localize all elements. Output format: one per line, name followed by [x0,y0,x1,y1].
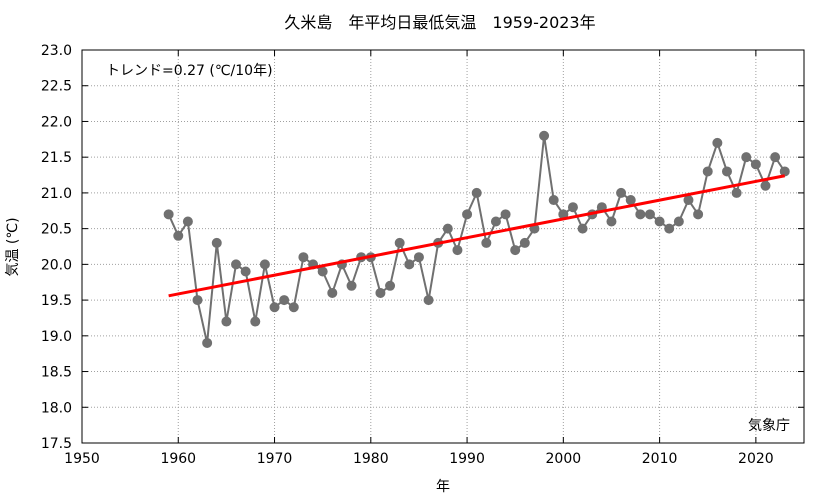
data-point [770,152,781,163]
y-tick-label: 22.0 [41,114,72,130]
data-point [240,266,251,277]
x-tick-label: 1990 [449,451,485,467]
data-point [490,216,501,227]
data-point [259,259,270,270]
data-point [481,237,492,248]
data-point [673,216,684,227]
x-tick-label: 2010 [642,451,678,467]
y-tick-label: 20.0 [41,257,72,273]
data-point [279,295,290,306]
y-tick-label: 18.5 [41,365,72,381]
data-point [635,209,646,220]
data-point [346,280,357,291]
x-tick-label: 1960 [160,451,196,467]
data-point [327,287,338,298]
data-point [644,209,655,220]
data-point [250,316,261,327]
x-tick-label: 1950 [64,451,100,467]
chart-title: 久米島 年平均日最低気温 1959-2023年 [284,13,595,32]
data-point [654,216,665,227]
series-layer [163,130,790,348]
x-tick-label: 1980 [353,451,389,467]
data-point [731,187,742,198]
y-tick-label: 17.5 [41,436,72,452]
data-point [741,152,752,163]
y-tick-label: 21.0 [41,186,72,202]
data-point [471,187,482,198]
data-point [721,166,732,177]
y-tick-label: 22.5 [41,79,72,95]
data-point [317,266,328,277]
data-point [442,223,453,234]
trend-line [168,174,786,298]
data-point [163,209,174,220]
data-point [375,287,386,298]
data-point [702,166,713,177]
data-point [693,209,704,220]
data-point [462,209,473,220]
y-tick-label: 19.0 [41,329,72,345]
data-point [192,295,203,306]
data-point [298,252,309,263]
data-point [500,209,511,220]
data-point [385,280,396,291]
y-tick-label: 18.0 [41,400,72,416]
x-axis-title: 年 [436,479,450,495]
data-point [404,259,415,270]
trend-label: トレンド=0.27 (℃/10年) [106,63,273,79]
data-point [760,180,771,191]
data-point [616,187,627,198]
data-point [577,223,588,234]
data-point [394,237,405,248]
y-tick-label: 19.5 [41,293,72,309]
data-point [625,195,636,206]
data-point [452,245,463,256]
data-point [288,302,299,313]
data-point [683,195,694,206]
x-tick-label: 1970 [257,451,293,467]
data-point [211,237,222,248]
x-axis: 1950 1960 1970 1980 1990 2000 2010 2020 [64,50,774,467]
y-axis: 17.5 18.0 18.5 19.0 19.5 20.0 20.5 21.0 21.5 22.0… [41,43,804,452]
data-point [413,252,424,263]
data-point [606,216,617,227]
data-point [510,245,521,256]
data-point [779,166,790,177]
x-tick-label: 2020 [738,451,774,467]
data-point [423,295,434,306]
x-tick-label: 2000 [546,451,582,467]
y-tick-label: 23.0 [41,43,72,59]
data-point [539,130,550,141]
gridlines [82,50,804,443]
y-axis-title: 気温 (℃) [5,217,21,276]
y-tick-label: 21.5 [41,150,72,166]
data-point [202,337,213,348]
data-point [664,223,675,234]
data-point [712,137,723,148]
data-point [269,302,280,313]
data-point [182,216,193,227]
data-point [750,159,761,170]
data-point [173,230,184,241]
data-point [519,237,530,248]
y-tick-label: 20.5 [41,222,72,238]
data-point [231,259,242,270]
data-point [548,195,559,206]
data-point [221,316,232,327]
data-point [567,202,578,213]
plot-frame [81,49,805,444]
source-label: 気象庁 [748,418,790,434]
